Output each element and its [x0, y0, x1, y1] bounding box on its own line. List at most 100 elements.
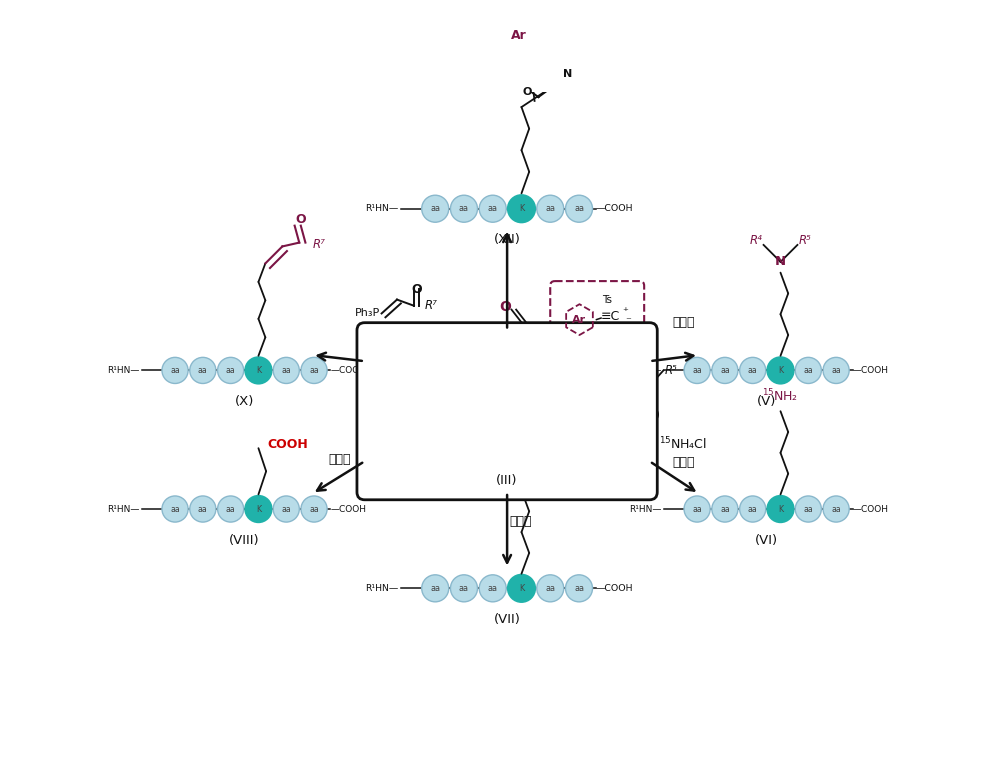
FancyBboxPatch shape — [357, 322, 657, 500]
Circle shape — [218, 358, 244, 384]
Text: ≡C: ≡C — [601, 310, 620, 323]
Text: 还原剂: 还原剂 — [672, 456, 695, 469]
Text: aa: aa — [198, 504, 208, 513]
Text: K: K — [519, 204, 524, 213]
Text: (III): (III) — [496, 474, 518, 487]
Text: R¹HN—: R¹HN— — [356, 433, 392, 443]
Circle shape — [795, 496, 821, 522]
Circle shape — [538, 424, 567, 452]
Circle shape — [740, 358, 766, 384]
Text: (IX): (IX) — [390, 324, 413, 337]
Text: N: N — [644, 384, 655, 397]
Text: (VII): (VII) — [494, 613, 521, 626]
Text: aa: aa — [545, 584, 555, 593]
Text: aa: aa — [281, 504, 291, 513]
Text: aa: aa — [430, 584, 440, 593]
Circle shape — [684, 358, 710, 384]
Text: O: O — [522, 87, 532, 97]
Text: K: K — [778, 504, 783, 513]
Text: aa: aa — [803, 366, 813, 375]
Circle shape — [823, 496, 849, 522]
Text: aa: aa — [170, 504, 180, 513]
Text: $^{15}$NH₄Cl: $^{15}$NH₄Cl — [659, 436, 707, 452]
Text: aa: aa — [430, 204, 440, 213]
Text: 还原剂: 还原剂 — [672, 316, 695, 329]
Circle shape — [565, 575, 593, 602]
Text: —COOH: —COOH — [330, 504, 366, 513]
Text: K: K — [778, 366, 783, 375]
Circle shape — [190, 496, 216, 522]
Circle shape — [450, 575, 477, 602]
Text: aa: aa — [226, 366, 236, 375]
Text: —COOH: —COOH — [601, 433, 640, 443]
Text: (X): (X) — [235, 395, 254, 408]
Text: R⁴: R⁴ — [749, 234, 762, 247]
Text: 氧化剂: 氧化剂 — [328, 453, 351, 466]
FancyBboxPatch shape — [550, 281, 644, 348]
Text: Ar: Ar — [511, 29, 527, 42]
Text: Ar: Ar — [572, 315, 587, 325]
Circle shape — [218, 496, 244, 522]
Text: aa: aa — [309, 366, 319, 375]
Text: ⁺: ⁺ — [623, 307, 629, 317]
Text: aa: aa — [488, 584, 498, 593]
Text: aa: aa — [720, 504, 730, 513]
Text: aa: aa — [720, 366, 730, 375]
Text: aa: aa — [692, 366, 702, 375]
Text: aa: aa — [574, 204, 584, 213]
Circle shape — [190, 358, 216, 384]
Text: (VIII): (VIII) — [229, 534, 260, 547]
Text: OH: OH — [490, 462, 510, 475]
Text: aa: aa — [547, 434, 558, 442]
Text: H: H — [645, 395, 654, 408]
Circle shape — [479, 196, 506, 222]
Circle shape — [245, 358, 272, 384]
Text: O: O — [499, 299, 511, 313]
Text: R¹HN—: R¹HN— — [365, 204, 398, 213]
Text: aa: aa — [459, 584, 469, 593]
Circle shape — [565, 196, 593, 222]
Text: aa: aa — [578, 434, 588, 442]
Text: aa: aa — [574, 584, 584, 593]
Circle shape — [422, 196, 449, 222]
Text: aa: aa — [545, 204, 555, 213]
Text: aa: aa — [226, 504, 236, 513]
Text: aa: aa — [459, 204, 469, 213]
Text: (XII): (XII) — [494, 233, 521, 246]
Text: aa: aa — [487, 434, 497, 442]
Text: R¹HN—: R¹HN— — [107, 504, 139, 513]
Circle shape — [301, 496, 327, 522]
Text: aa: aa — [831, 504, 841, 513]
Text: aa: aa — [198, 366, 208, 375]
Text: ⁻: ⁻ — [625, 316, 631, 326]
Circle shape — [450, 196, 477, 222]
Text: aa: aa — [692, 504, 702, 513]
Text: R¹HN—: R¹HN— — [107, 366, 139, 375]
Circle shape — [422, 575, 449, 602]
Text: aa: aa — [426, 434, 436, 442]
Text: K: K — [519, 434, 525, 442]
Text: 还原剂: 还原剂 — [510, 515, 532, 528]
Text: R⁴: R⁴ — [623, 364, 636, 377]
Text: R⁵: R⁵ — [799, 234, 812, 247]
Text: —COOH: —COOH — [853, 366, 889, 375]
Circle shape — [478, 424, 506, 452]
Text: —COOH: —COOH — [596, 204, 633, 213]
Text: aa: aa — [488, 204, 498, 213]
Text: O: O — [295, 213, 306, 226]
Circle shape — [245, 496, 272, 522]
Text: aa: aa — [309, 504, 319, 513]
Text: O: O — [411, 283, 422, 296]
Text: (XI): (XI) — [586, 354, 609, 367]
Circle shape — [508, 575, 535, 602]
Circle shape — [795, 358, 821, 384]
Circle shape — [162, 496, 188, 522]
Circle shape — [684, 496, 710, 522]
Circle shape — [417, 424, 445, 452]
Circle shape — [479, 575, 506, 602]
Circle shape — [162, 358, 188, 384]
Circle shape — [508, 196, 535, 222]
Text: N: N — [563, 69, 572, 79]
Text: —COOH: —COOH — [596, 584, 633, 593]
Text: aa: aa — [456, 434, 467, 442]
